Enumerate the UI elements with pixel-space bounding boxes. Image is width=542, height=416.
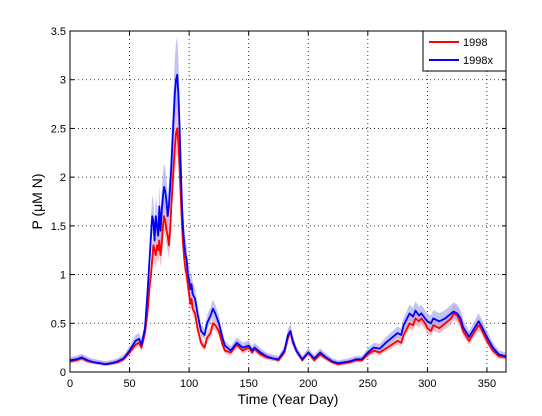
y-tick-label: 1.5: [51, 221, 66, 233]
y-tick-label: 3.5: [51, 26, 66, 38]
x-tick-label: 50: [123, 378, 135, 390]
y-tick-label: 0: [60, 367, 66, 379]
line-1998: [69, 127, 507, 366]
y-tick-label: 2: [60, 172, 66, 184]
y-tick-label: 0.5: [51, 318, 66, 330]
series-lines: [69, 73, 507, 366]
y-tick-label: 1: [60, 270, 66, 282]
x-axis-label: Time (Year Day): [238, 391, 339, 407]
x-tick-label: 150: [240, 378, 258, 390]
y-tick-label: 3: [60, 75, 66, 87]
y-tick-label: 2.5: [51, 123, 66, 135]
line-1998x: [69, 73, 507, 366]
y-axis-label: P (μM N): [29, 173, 45, 229]
plot-frame: [69, 30, 507, 373]
x-tick-label: 350: [478, 378, 496, 390]
x-tick-label: 0: [67, 378, 73, 390]
legend-label-1998x: 1998x: [463, 55, 493, 67]
axis-ticks: 0 50 100 150 200 250 300 350 0 0.5 1 1.5 2 2.5 3 3.5: [51, 26, 506, 390]
legend-box: [422, 30, 507, 72]
x-tick-label: 300: [418, 378, 436, 390]
legend: 1998 1998x: [422, 30, 507, 72]
x-tick-label: 250: [359, 378, 377, 390]
x-tick-label: 200: [299, 378, 317, 390]
x-tick-label: 100: [180, 378, 198, 390]
legend-label-1998: 1998: [463, 37, 487, 49]
